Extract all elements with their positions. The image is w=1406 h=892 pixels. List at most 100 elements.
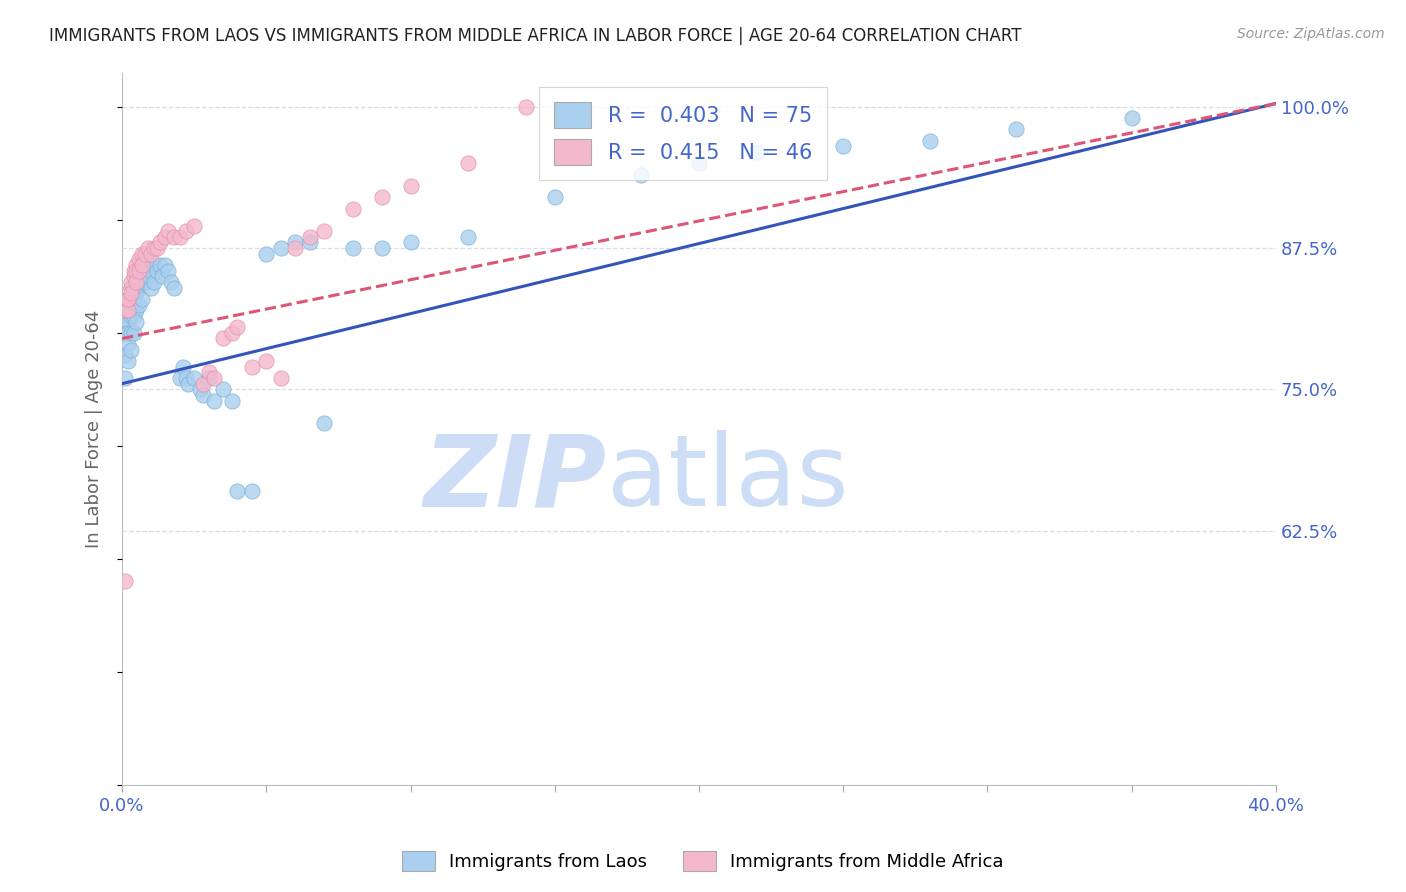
Point <box>399 235 422 250</box>
Point <box>128 280 150 294</box>
Point <box>134 275 156 289</box>
Point <box>128 269 150 284</box>
Point <box>125 286 148 301</box>
Point <box>157 263 180 277</box>
Point <box>120 326 142 340</box>
Point <box>212 331 235 345</box>
Point <box>370 190 392 204</box>
Point <box>157 224 180 238</box>
Point <box>832 139 855 153</box>
Point <box>254 246 277 260</box>
Point <box>120 292 142 306</box>
Point <box>125 303 148 318</box>
Point <box>169 371 191 385</box>
Point <box>240 359 263 374</box>
Point <box>134 258 156 272</box>
Point <box>142 241 165 255</box>
Point <box>122 309 145 323</box>
Point <box>630 168 652 182</box>
Point <box>125 258 148 272</box>
Point <box>120 280 142 294</box>
Point <box>128 252 150 267</box>
Point <box>298 235 321 250</box>
Point <box>745 145 768 159</box>
Point <box>122 286 145 301</box>
Point <box>117 337 139 351</box>
Point <box>191 388 214 402</box>
Point <box>122 263 145 277</box>
Point <box>139 246 162 260</box>
Point <box>298 229 321 244</box>
Point <box>114 303 136 318</box>
Point <box>120 303 142 318</box>
Text: IMMIGRANTS FROM LAOS VS IMMIGRANTS FROM MIDDLE AFRICA IN LABOR FORCE | AGE 20-64: IMMIGRANTS FROM LAOS VS IMMIGRANTS FROM … <box>49 27 1022 45</box>
Point <box>544 190 567 204</box>
Point <box>188 382 211 396</box>
Point <box>160 275 183 289</box>
Point <box>155 229 177 244</box>
Point <box>191 376 214 391</box>
Point <box>145 263 167 277</box>
Point <box>136 241 159 255</box>
Point <box>312 224 335 238</box>
Point <box>148 235 170 250</box>
Point <box>114 326 136 340</box>
Point <box>131 292 153 306</box>
Point <box>136 269 159 284</box>
Point <box>117 354 139 368</box>
Point <box>117 303 139 318</box>
Point <box>117 292 139 306</box>
Point <box>226 483 249 498</box>
Point <box>183 371 205 385</box>
Point <box>163 229 186 244</box>
Point <box>120 309 142 323</box>
Point <box>131 246 153 260</box>
Point <box>125 263 148 277</box>
Point <box>918 134 941 148</box>
Point <box>370 241 392 255</box>
Point <box>120 280 142 294</box>
Point <box>221 393 243 408</box>
Point <box>202 393 225 408</box>
Point <box>183 219 205 233</box>
Point <box>122 326 145 340</box>
Point <box>312 416 335 430</box>
Point <box>174 224 197 238</box>
Point <box>142 258 165 272</box>
Point <box>202 371 225 385</box>
Point <box>120 343 142 357</box>
Point <box>117 303 139 318</box>
Point <box>172 359 194 374</box>
Point <box>270 241 292 255</box>
Point <box>114 574 136 589</box>
Point <box>197 365 219 379</box>
Point <box>221 326 243 340</box>
Point <box>142 275 165 289</box>
Point <box>128 297 150 311</box>
Point <box>122 297 145 311</box>
Point <box>117 292 139 306</box>
Point <box>177 376 200 391</box>
Point <box>1005 122 1028 136</box>
Point <box>131 275 153 289</box>
Point <box>131 263 153 277</box>
Point <box>1121 111 1143 125</box>
Point <box>114 314 136 328</box>
Point <box>139 263 162 277</box>
Point <box>688 156 710 170</box>
Text: ZIP: ZIP <box>423 430 607 527</box>
Y-axis label: In Labor Force | Age 20-64: In Labor Force | Age 20-64 <box>86 310 103 548</box>
Point <box>169 229 191 244</box>
Point <box>120 275 142 289</box>
Point <box>515 100 537 114</box>
Point <box>342 241 364 255</box>
Point <box>284 241 307 255</box>
Point <box>163 280 186 294</box>
Point <box>125 314 148 328</box>
Point <box>125 275 148 289</box>
Point <box>128 263 150 277</box>
Legend: Immigrants from Laos, Immigrants from Middle Africa: Immigrants from Laos, Immigrants from Mi… <box>395 844 1011 879</box>
Text: Source: ZipAtlas.com: Source: ZipAtlas.com <box>1237 27 1385 41</box>
Point <box>139 280 162 294</box>
Point <box>457 229 479 244</box>
